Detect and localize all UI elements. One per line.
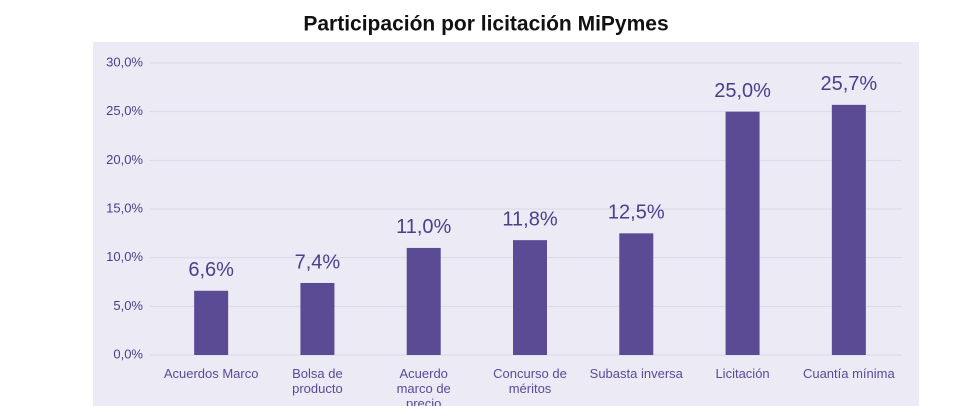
y-tick-label: 10,0% <box>106 249 143 264</box>
bar <box>513 240 547 355</box>
plot-panel <box>93 42 919 406</box>
y-tick-label: 30,0% <box>106 54 143 69</box>
bar <box>725 111 760 356</box>
value-label: 12,5% <box>608 202 665 224</box>
y-tick-label: 15,0% <box>106 200 143 215</box>
bar <box>406 247 441 355</box>
y-tick-label: 25,0% <box>106 103 143 118</box>
x-tick-label: Acuerdo marco de precio <box>396 366 451 406</box>
y-tick-label: 20,0% <box>106 152 143 167</box>
value-label: 11,8% <box>502 208 557 230</box>
value-label: 25,0% <box>714 80 771 102</box>
value-label: 25,7% <box>820 73 877 95</box>
bar <box>300 282 335 355</box>
chart-title: Participación por licitación MiPymes <box>303 13 668 36</box>
x-tick-label: Bolsa de producto <box>292 366 343 396</box>
value-label: 11,0% <box>396 216 451 238</box>
value-label: 7,4% <box>295 251 341 273</box>
bar <box>194 290 229 355</box>
y-tick-label: 5,0% <box>113 298 143 313</box>
x-tick-label: Acuerdos Marco <box>163 366 259 381</box>
bar <box>831 104 866 355</box>
x-tick-label: Subasta inversa <box>589 366 683 381</box>
y-tick-label: 0,0% <box>113 346 143 361</box>
bar <box>619 233 654 355</box>
value-label: 6,6% <box>188 259 234 281</box>
x-tick-label: Cuantía mínima <box>802 366 895 381</box>
x-tick-label: Licitación <box>715 366 770 381</box>
x-tick-label: Concurso de méritos <box>493 366 567 396</box>
